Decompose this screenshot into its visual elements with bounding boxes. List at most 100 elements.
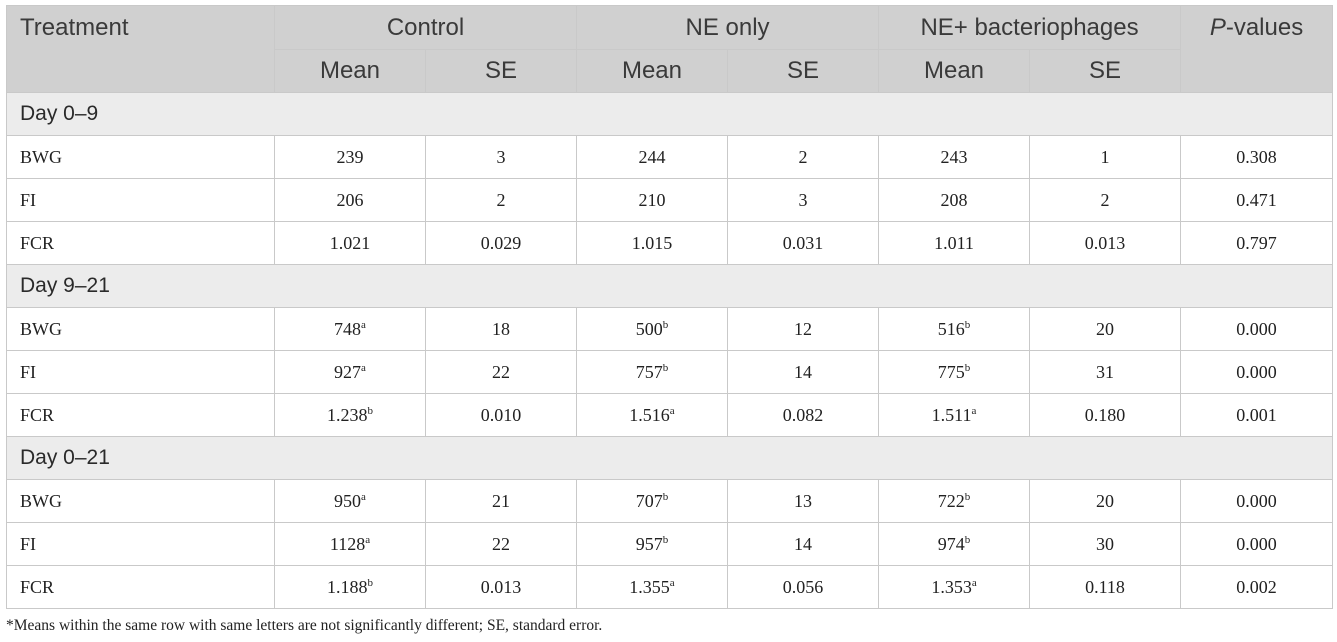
ne-only-mean-cell-value: 957 (635, 533, 663, 554)
section-row: Day 0–9 (5, 92, 1334, 136)
row-label-value: BWG (20, 490, 62, 511)
ne-bacteriophages-se-cell-value: 2 (1100, 189, 1110, 210)
ne-only-se-cell-value: 3 (798, 189, 808, 210)
row-label-value: FCR (20, 404, 55, 425)
control-mean-cell-value: 1.188 (327, 576, 368, 597)
significance-letter: b (964, 490, 971, 503)
ne-bacteriophages-se-cell-value: 0.180 (1084, 404, 1126, 425)
table-row: FCR 1.021 0.029 1.015 0.031 1.011 0.013 0.797 (6, 221, 1334, 265)
table-row: FI 927a 22 757b 14 775b 31 0.000 (6, 350, 1334, 394)
ne-only-mean-cell: 500b (576, 307, 728, 351)
control-se-cell: 2 (425, 178, 577, 222)
ne-bacteriophages-mean-cell: 1.353a (878, 565, 1031, 609)
table-row: FI 1128a 22 957b 14 974b 30 0.000 (6, 522, 1334, 566)
header-group-ne-bacteriophages: NE+ bacteriophages (878, 5, 1182, 50)
control-se-cell: 22 (425, 350, 577, 394)
ne-only-mean-cell: 757b (576, 350, 728, 394)
ne-bacteriophages-se-cell: 0.118 (1029, 565, 1182, 609)
p-value-cell: 0.471 (1180, 178, 1334, 222)
row-label-value: FI (20, 533, 37, 554)
header-p-italic: P (1209, 14, 1226, 41)
ne-bacteriophages-se-cell-value: 20 (1096, 490, 1115, 511)
p-value-cell: 0.002 (1180, 565, 1334, 609)
significance-letter: a (365, 533, 371, 546)
control-mean-cell-value: 748 (334, 318, 362, 339)
control-se-cell: 21 (425, 479, 577, 523)
ne-bacteriophages-mean-cell-value: 516 (937, 318, 965, 339)
ne-bacteriophages-mean-cell: 243 (878, 135, 1031, 179)
table-body: Day 0–9 BWG 239 3 244 2 243 1 0.308 FI 206 2 210 3 208… (5, 92, 1334, 609)
control-mean-cell: 927a (274, 350, 426, 394)
table-row: FI 206 2 210 3 208 2 0.471 (6, 178, 1334, 222)
header-se: SE (726, 49, 880, 93)
control-mean-cell: 1.021 (274, 221, 426, 265)
ne-only-se-cell-value: 13 (794, 490, 812, 511)
control-se-cell-value: 18 (492, 318, 510, 339)
ne-only-se-cell: 12 (726, 307, 880, 351)
header-p-rest: -values (1225, 14, 1304, 41)
ne-only-mean-cell: 707b (576, 479, 728, 523)
ne-only-se-cell-value: 14 (794, 361, 812, 382)
ne-bacteriophages-se-cell: 0.180 (1029, 393, 1182, 437)
header-mean: Mean (274, 49, 426, 93)
p-value-cell: 0.000 (1180, 522, 1334, 566)
control-se-cell-value: 22 (492, 361, 510, 382)
control-mean-cell: 1.188b (274, 565, 426, 609)
p-value-cell-value: 0.001 (1236, 404, 1277, 425)
significance-letter: b (662, 533, 669, 546)
control-mean-cell-value: 239 (336, 146, 364, 167)
control-mean-cell-value: 950 (334, 490, 362, 511)
ne-bacteriophages-se-cell: 0.013 (1029, 221, 1182, 265)
significance-letter: b (964, 361, 971, 374)
row-label: BWG (6, 307, 275, 351)
control-mean-cell-value: 927 (334, 361, 362, 382)
ne-bacteriophages-mean-cell-value: 1.353 (931, 576, 972, 597)
ne-only-mean-cell-value: 1.355 (629, 576, 670, 597)
control-se-cell: 18 (425, 307, 577, 351)
control-se-cell-value: 0.013 (480, 576, 522, 597)
ne-only-se-cell: 14 (726, 522, 880, 566)
control-mean-cell: 1.238b (274, 393, 426, 437)
ne-only-mean-cell: 1.516a (576, 393, 728, 437)
ne-only-mean-cell: 1.355a (576, 565, 728, 609)
ne-only-se-cell-value: 0.082 (782, 404, 824, 425)
header-p-values: P-values (1180, 5, 1334, 93)
ne-only-se-cell-value: 14 (794, 533, 812, 554)
row-label: FCR (6, 393, 275, 437)
significance-letter: a (361, 361, 366, 374)
p-value-cell: 0.001 (1180, 393, 1334, 437)
ne-only-mean-cell-value: 1.516 (629, 404, 670, 425)
table-row: BWG 239 3 244 2 243 1 0.308 (6, 135, 1334, 179)
ne-only-se-cell: 13 (726, 479, 880, 523)
p-value-cell: 0.308 (1180, 135, 1334, 179)
ne-only-mean-cell: 1.015 (576, 221, 728, 265)
significance-letter: b (964, 533, 971, 546)
row-label: BWG (6, 135, 275, 179)
ne-bacteriophages-mean-cell-value: 243 (940, 146, 968, 167)
control-mean-cell: 239 (274, 135, 426, 179)
ne-only-mean-cell: 244 (576, 135, 728, 179)
ne-bacteriophages-mean-cell-value: 974 (937, 533, 965, 554)
significance-letter: a (669, 576, 675, 589)
p-value-cell-value: 0.002 (1236, 576, 1277, 597)
control-se-cell-value: 2 (496, 189, 506, 210)
ne-bacteriophages-mean-cell: 974b (878, 522, 1031, 566)
control-se-cell-value: 22 (492, 533, 510, 554)
ne-only-se-cell: 0.031 (726, 221, 880, 265)
p-value-cell-value: 0.000 (1236, 490, 1277, 511)
data-table-container: Treatment Control NE only NE+ bacterioph… (5, 5, 1334, 609)
row-label: FCR (6, 565, 275, 609)
ne-only-se-cell: 14 (726, 350, 880, 394)
row-label: BWG (6, 479, 275, 523)
ne-bacteriophages-mean-cell: 208 (878, 178, 1031, 222)
ne-bacteriophages-mean-cell: 1.011 (878, 221, 1031, 265)
control-se-cell: 0.013 (425, 565, 577, 609)
control-mean-cell-value: 206 (336, 189, 364, 210)
ne-bacteriophages-se-cell-value: 1 (1100, 146, 1110, 167)
p-value-cell: 0.000 (1180, 307, 1334, 351)
table-header: Treatment Control NE only NE+ bacterioph… (6, 5, 1334, 93)
p-value-cell: 0.797 (1180, 221, 1334, 265)
row-label-value: FCR (20, 576, 55, 597)
ne-only-mean-cell-value: 757 (635, 361, 663, 382)
control-mean-cell-value: 1128 (329, 533, 366, 554)
